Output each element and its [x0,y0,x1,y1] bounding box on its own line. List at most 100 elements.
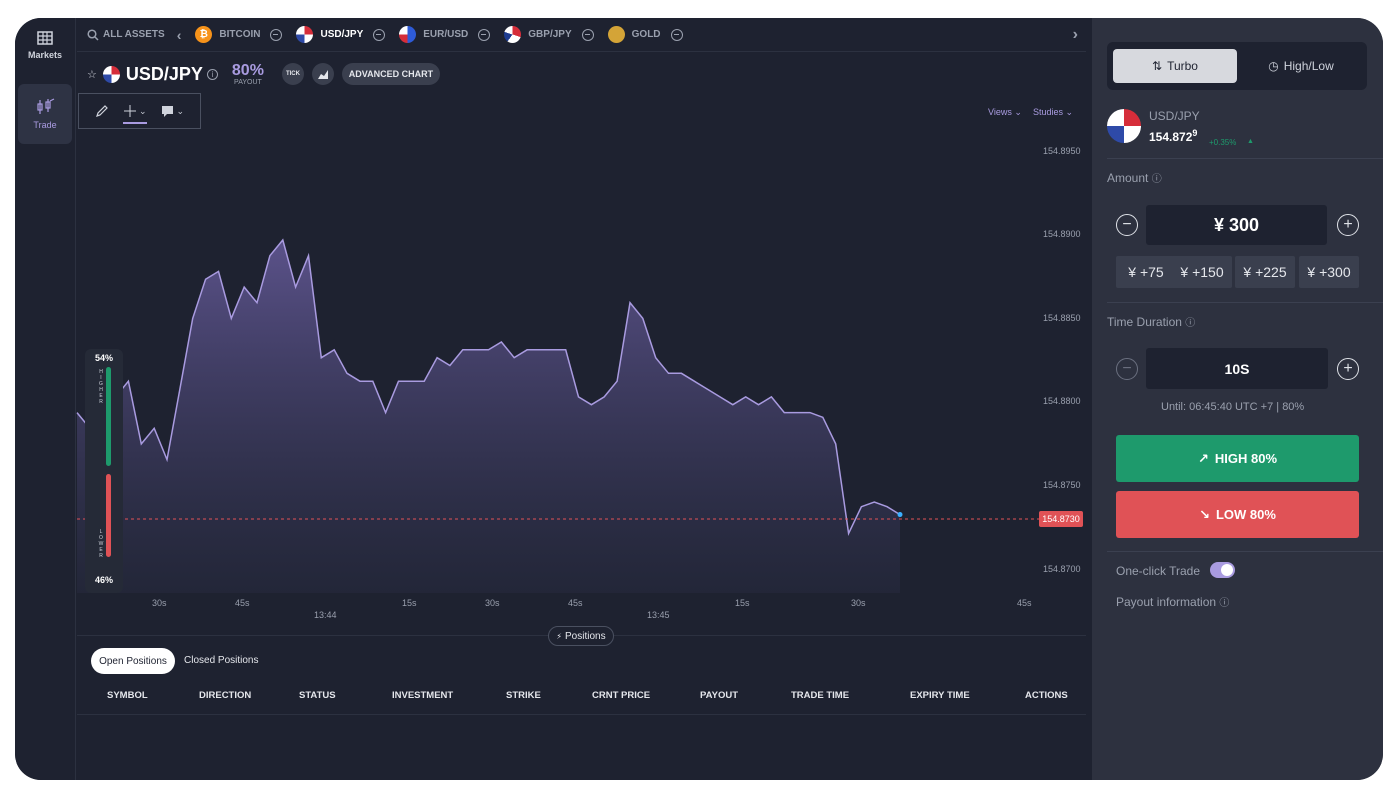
amount-label: Amount ⓘ [1107,170,1162,185]
trade-panel [1092,18,1383,780]
remove-asset-icon[interactable] [670,28,683,41]
high-button[interactable]: ↗ HIGH 80% [1116,435,1359,482]
studies-menu[interactable]: Studies ⌄ [1033,107,1074,117]
y-tick-label: 154.8900 [1043,229,1081,239]
column-header[interactable]: STATUS [299,690,336,701]
column-header[interactable]: DIRECTION [199,690,252,701]
pencil-icon[interactable] [95,104,109,118]
usd-jpy-flag-icon [296,26,314,43]
toggle-knob [1221,564,1233,576]
comment-icon [161,106,173,117]
column-header[interactable]: ACTIONS [1025,690,1068,701]
chevron-right-icon[interactable]: › [1072,25,1078,43]
amount-decrease-button[interactable]: − [1116,214,1138,236]
duration-increase-button[interactable]: + [1337,358,1359,380]
tab-open-positions[interactable]: Open Positions [91,648,175,674]
info-icon: ⓘ [1219,598,1230,609]
price-superscript: 9 [1192,128,1198,138]
markets-nav[interactable]: Markets [18,30,72,70]
area-chart-button[interactable] [311,63,334,85]
info-icon[interactable]: ⓘ [1151,174,1162,185]
until-payout: 80% [1282,401,1305,413]
asset-label: EUR/USD [423,29,469,40]
quick-amount-button[interactable]: ¥ +150 [1172,256,1232,288]
tick-chart-button[interactable]: TICK [281,63,304,85]
trade-nav[interactable]: Trade [18,84,72,144]
high-button-label: HIGH 80% [1214,451,1278,466]
payout-label: PAYOUT [234,78,262,86]
positions-toggle[interactable]: ⚡ Positions [548,626,614,646]
chevron-left-icon[interactable]: ‹ [176,26,182,43]
drawing-toolbar: ⌄ ⌄ [78,93,201,129]
favorite-star-icon[interactable]: ☆ [87,68,97,81]
price-chart[interactable] [15,18,1092,638]
asset-tab-eurusd[interactable]: EUR/USD [399,26,491,43]
x-tick-label: 45s [568,598,583,608]
info-icon[interactable]: ⓘ [1185,318,1196,329]
all-assets-button[interactable]: ALL ASSETS [87,28,165,41]
lower-word: LOWER [98,529,104,559]
payout-info-link[interactable]: Payout information ⓘ [1116,594,1229,609]
price-line [76,238,901,536]
lower-bar [106,473,111,557]
arrow-down-right-icon: ↘ [1199,506,1210,522]
column-header[interactable]: INVESTMENT [392,690,454,701]
remove-asset-icon[interactable] [478,28,491,41]
tab-closed-positions[interactable]: Closed Positions [184,655,259,666]
quick-amount-button[interactable]: ¥ +225 [1235,256,1295,288]
until-text: Until: 06:45:40 UTC +7 [1161,401,1274,413]
remove-asset-icon[interactable] [270,28,283,41]
divider [1107,158,1383,159]
crosshair-icon [124,105,136,117]
asset-tab-bitcoin[interactable]: ₿ BITCOIN [195,26,283,43]
chevron-down-icon: ⌄ [176,105,185,116]
column-header[interactable]: TRADE TIME [791,690,850,701]
remove-asset-icon[interactable] [373,28,386,41]
price-main: 154.872 [1149,130,1193,144]
eur-usd-flag-icon [399,26,417,43]
asset-tab-gold[interactable]: GOLD [607,26,683,43]
amount-input[interactable]: ¥ 300 [1146,205,1327,245]
low-button[interactable]: ↘ LOW 80% [1116,491,1359,538]
duration-input[interactable]: 10S [1146,348,1328,389]
views-label: Views [988,107,1012,117]
divider [1107,302,1383,303]
quick-amount-button[interactable]: ¥ +300 [1299,256,1359,288]
views-menu[interactable]: Views ⌄ [988,107,1022,117]
x-tick-label: 30s [152,598,167,608]
mode-highlow-button[interactable]: ◷ High/Low [1239,49,1363,83]
chart-header: ☆ USD/JPY i 80% PAYOUT TICK ADVANCED CHA… [77,58,777,90]
column-header[interactable]: EXPIRY TIME [910,690,970,701]
current-price-point [897,512,903,518]
markets-label: Markets [27,50,63,60]
one-click-toggle[interactable] [1210,562,1235,578]
panel-pair: USD/JPY [1149,109,1200,123]
crosshair-tool[interactable]: ⌄ [123,104,147,124]
asset-tab-usdjpy[interactable]: USD/JPY [296,26,386,43]
asset-tab-gbpjpy[interactable]: GBP/JPY [504,26,594,43]
annotation-tool[interactable]: ⌄ [161,105,185,117]
app-frame: Markets Trade ALL ASSETS ‹ ₿ BITCOIN [15,18,1383,780]
trend-up-icon: ▲ [1247,138,1254,145]
advanced-chart-button[interactable]: ADVANCED CHART [341,63,440,85]
column-header[interactable]: CRNT PRICE [592,690,651,701]
mode-turbo-button[interactable]: ⇅ Turbo [1113,49,1237,83]
grid-icon [37,31,53,45]
amount-increase-button[interactable]: + [1337,214,1359,236]
payout-block: 80% PAYOUT [232,62,264,86]
table-divider [77,714,1086,715]
column-header[interactable]: PAYOUT [700,690,739,701]
higher-percent: 54% [94,353,113,363]
search-icon [87,28,99,41]
column-header[interactable]: STRIKE [506,690,541,701]
swap-arrows-icon: ⇅ [1152,59,1163,73]
positions-toggle-label: Positions [565,630,606,642]
remove-asset-icon[interactable] [581,28,594,41]
duration-decrease-button[interactable]: − [1116,358,1138,380]
info-icon[interactable]: i [206,68,218,80]
quick-amount-button[interactable]: ¥ +75 [1116,256,1176,288]
column-header[interactable]: SYMBOL [107,690,148,701]
divider [1107,551,1383,552]
price-change: +0.35% [1209,138,1237,147]
duration-label: Time Duration ⓘ [1107,314,1195,329]
